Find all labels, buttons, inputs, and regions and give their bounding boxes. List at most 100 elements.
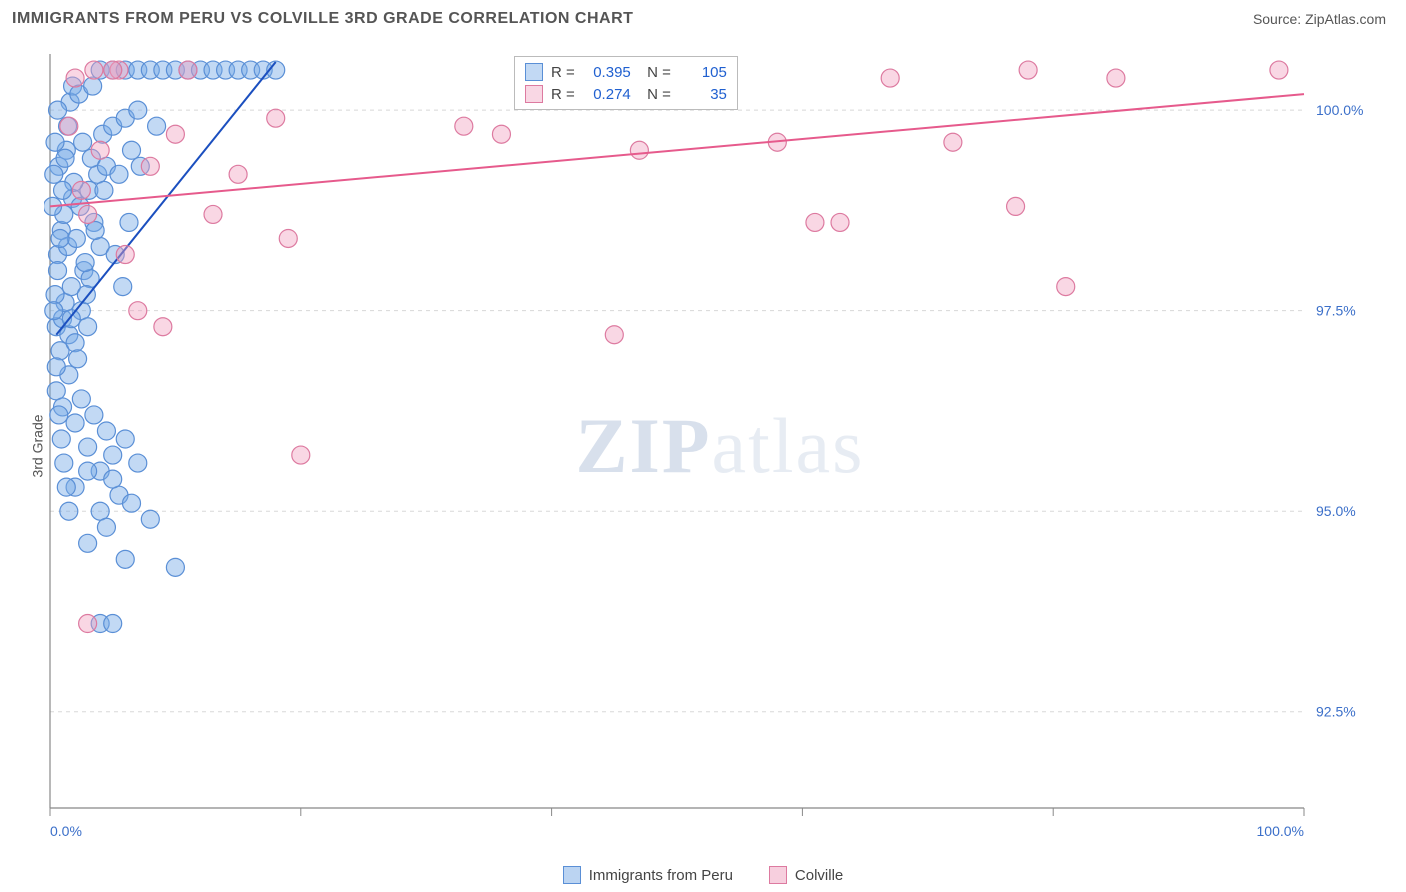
data-point (60, 117, 78, 135)
data-point (129, 454, 147, 472)
data-point (45, 302, 63, 320)
trend-line (50, 94, 1304, 206)
data-point (116, 246, 134, 264)
data-point (84, 77, 102, 95)
data-point (630, 141, 648, 159)
data-point (944, 133, 962, 151)
data-point (79, 615, 97, 633)
data-point (49, 262, 67, 280)
stat-n-label: N = (639, 64, 671, 81)
data-point (1270, 61, 1288, 79)
data-point (881, 69, 899, 87)
data-point (831, 213, 849, 231)
data-point (50, 406, 68, 424)
scatter-chart: 92.5% 95.0% 97.5% 100.0% 0.0% 100.0% (44, 48, 1396, 844)
data-point (79, 205, 97, 223)
legend-item[interactable]: Immigrants from Peru (563, 866, 733, 884)
stat-r-label: R = (551, 64, 575, 81)
data-point (47, 382, 65, 400)
data-point (47, 358, 65, 376)
data-point (605, 326, 623, 344)
data-point (60, 502, 78, 520)
stats-row: R = 0.395 N = 105 (525, 61, 727, 83)
chart-title: IMMIGRANTS FROM PERU VS COLVILLE 3RD GRA… (12, 10, 633, 28)
source-label: Source: ZipAtlas.com (1253, 11, 1386, 27)
legend-label: Immigrants from Peru (589, 867, 733, 884)
legend-swatch-icon (525, 63, 543, 81)
data-point (204, 205, 222, 223)
data-point (455, 117, 473, 135)
data-point (79, 438, 97, 456)
data-point (91, 502, 109, 520)
correlation-stats-box: R = 0.395 N = 105R = 0.274 N = 35 (514, 56, 738, 110)
data-point (66, 334, 84, 352)
svg-text:97.5%: 97.5% (1316, 303, 1356, 319)
stat-n-value: 105 (679, 64, 727, 81)
legend-swatch-icon (563, 866, 581, 884)
data-point (123, 494, 141, 512)
source-link[interactable]: ZipAtlas.com (1305, 11, 1386, 27)
data-point (267, 109, 285, 127)
data-point (97, 422, 115, 440)
stat-n-label: N = (639, 86, 671, 103)
data-point (49, 101, 67, 119)
data-point (51, 229, 69, 247)
data-point (114, 278, 132, 296)
data-point (66, 69, 84, 87)
data-point (85, 61, 103, 79)
data-point (79, 462, 97, 480)
svg-text:92.5%: 92.5% (1316, 704, 1356, 720)
data-point (76, 254, 94, 272)
data-point (57, 478, 75, 496)
data-point (123, 141, 141, 159)
data-point (116, 550, 134, 568)
data-point (1019, 61, 1037, 79)
data-point (52, 430, 70, 448)
data-point (806, 213, 824, 231)
data-point (129, 302, 147, 320)
data-point (79, 318, 97, 336)
data-point (69, 350, 87, 368)
svg-text:100.0%: 100.0% (1316, 102, 1363, 118)
data-point (97, 518, 115, 536)
legend-swatch-icon (769, 866, 787, 884)
stat-r-value: 0.274 (583, 86, 631, 103)
data-point (55, 454, 73, 472)
svg-text:0.0%: 0.0% (50, 823, 82, 839)
data-point (1007, 197, 1025, 215)
data-point (141, 157, 159, 175)
data-point (85, 406, 103, 424)
data-point (279, 229, 297, 247)
data-point (67, 229, 85, 247)
data-point (110, 165, 128, 183)
data-point (154, 318, 172, 336)
stat-r-value: 0.395 (583, 64, 631, 81)
legend-swatch-icon (525, 85, 543, 103)
data-point (79, 534, 97, 552)
data-point (492, 125, 510, 143)
stat-n-value: 35 (679, 86, 727, 103)
svg-text:100.0%: 100.0% (1257, 823, 1304, 839)
data-point (179, 61, 197, 79)
data-point (148, 117, 166, 135)
stat-r-label: R = (551, 86, 575, 103)
data-point (1057, 278, 1075, 296)
data-point (116, 430, 134, 448)
data-point (166, 558, 184, 576)
data-point (141, 510, 159, 528)
data-point (104, 446, 122, 464)
bottom-legend: Immigrants from Peru Colville (0, 866, 1406, 884)
data-point (91, 141, 109, 159)
chart-area: 92.5%95.0%97.5%100.0%0.0%100.0% ZIPatlas… (44, 48, 1396, 844)
data-point (54, 181, 72, 199)
legend-item[interactable]: Colville (769, 866, 843, 884)
data-point (166, 125, 184, 143)
legend-label: Colville (795, 867, 843, 884)
data-point (104, 615, 122, 633)
data-point (129, 101, 147, 119)
data-point (120, 213, 138, 231)
data-point (46, 286, 64, 304)
svg-text:95.0%: 95.0% (1316, 503, 1356, 519)
data-point (72, 390, 90, 408)
data-point (104, 61, 122, 79)
